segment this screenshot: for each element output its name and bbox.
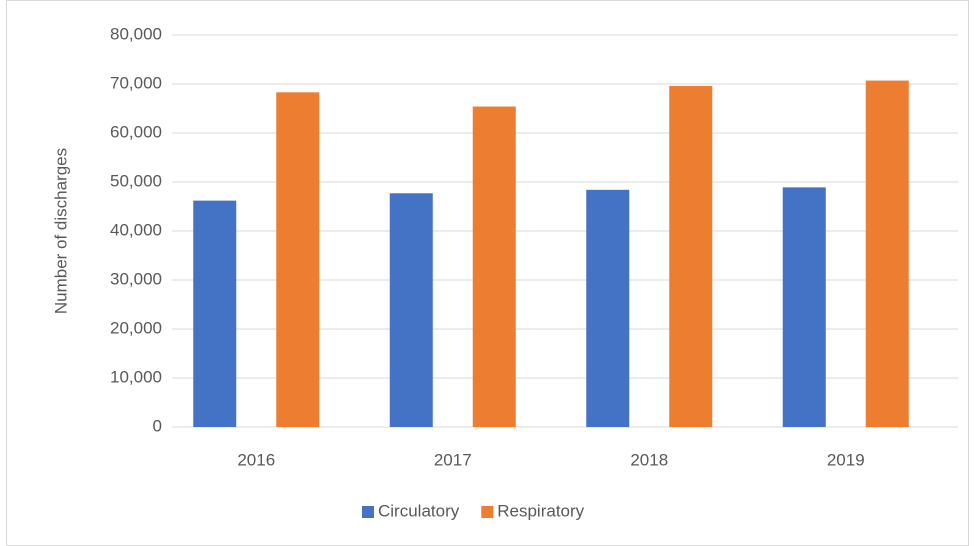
- y-tick-label: 40,000: [110, 220, 162, 239]
- x-tick-label: 2016: [237, 450, 275, 469]
- bar: [276, 92, 320, 427]
- y-tick-label: 20,000: [110, 318, 162, 337]
- y-axis-label: Number of discharges: [51, 148, 70, 314]
- legend-swatch: [481, 506, 494, 518]
- bar: [389, 193, 433, 427]
- y-tick-label: 0: [153, 416, 162, 435]
- legend-swatch: [362, 506, 374, 518]
- bar: [586, 189, 630, 427]
- legend-label: Respiratory: [497, 501, 584, 520]
- legend-label: Circulatory: [378, 501, 460, 520]
- bar: [782, 187, 826, 427]
- y-tick-label: 60,000: [110, 122, 162, 141]
- bar: [865, 80, 909, 427]
- bar: [472, 106, 516, 427]
- y-tick-label: 30,000: [110, 269, 162, 288]
- bar: [669, 85, 713, 428]
- x-tick-label: 2017: [434, 450, 472, 469]
- x-tick-label: 2018: [630, 450, 668, 469]
- y-tick-label: 70,000: [110, 73, 162, 92]
- y-tick-label: 50,000: [110, 171, 162, 190]
- x-tick-label: 2019: [827, 450, 865, 469]
- bar: [193, 200, 237, 427]
- y-tick-label: 80,000: [110, 24, 162, 43]
- y-tick-label: 10,000: [110, 367, 162, 386]
